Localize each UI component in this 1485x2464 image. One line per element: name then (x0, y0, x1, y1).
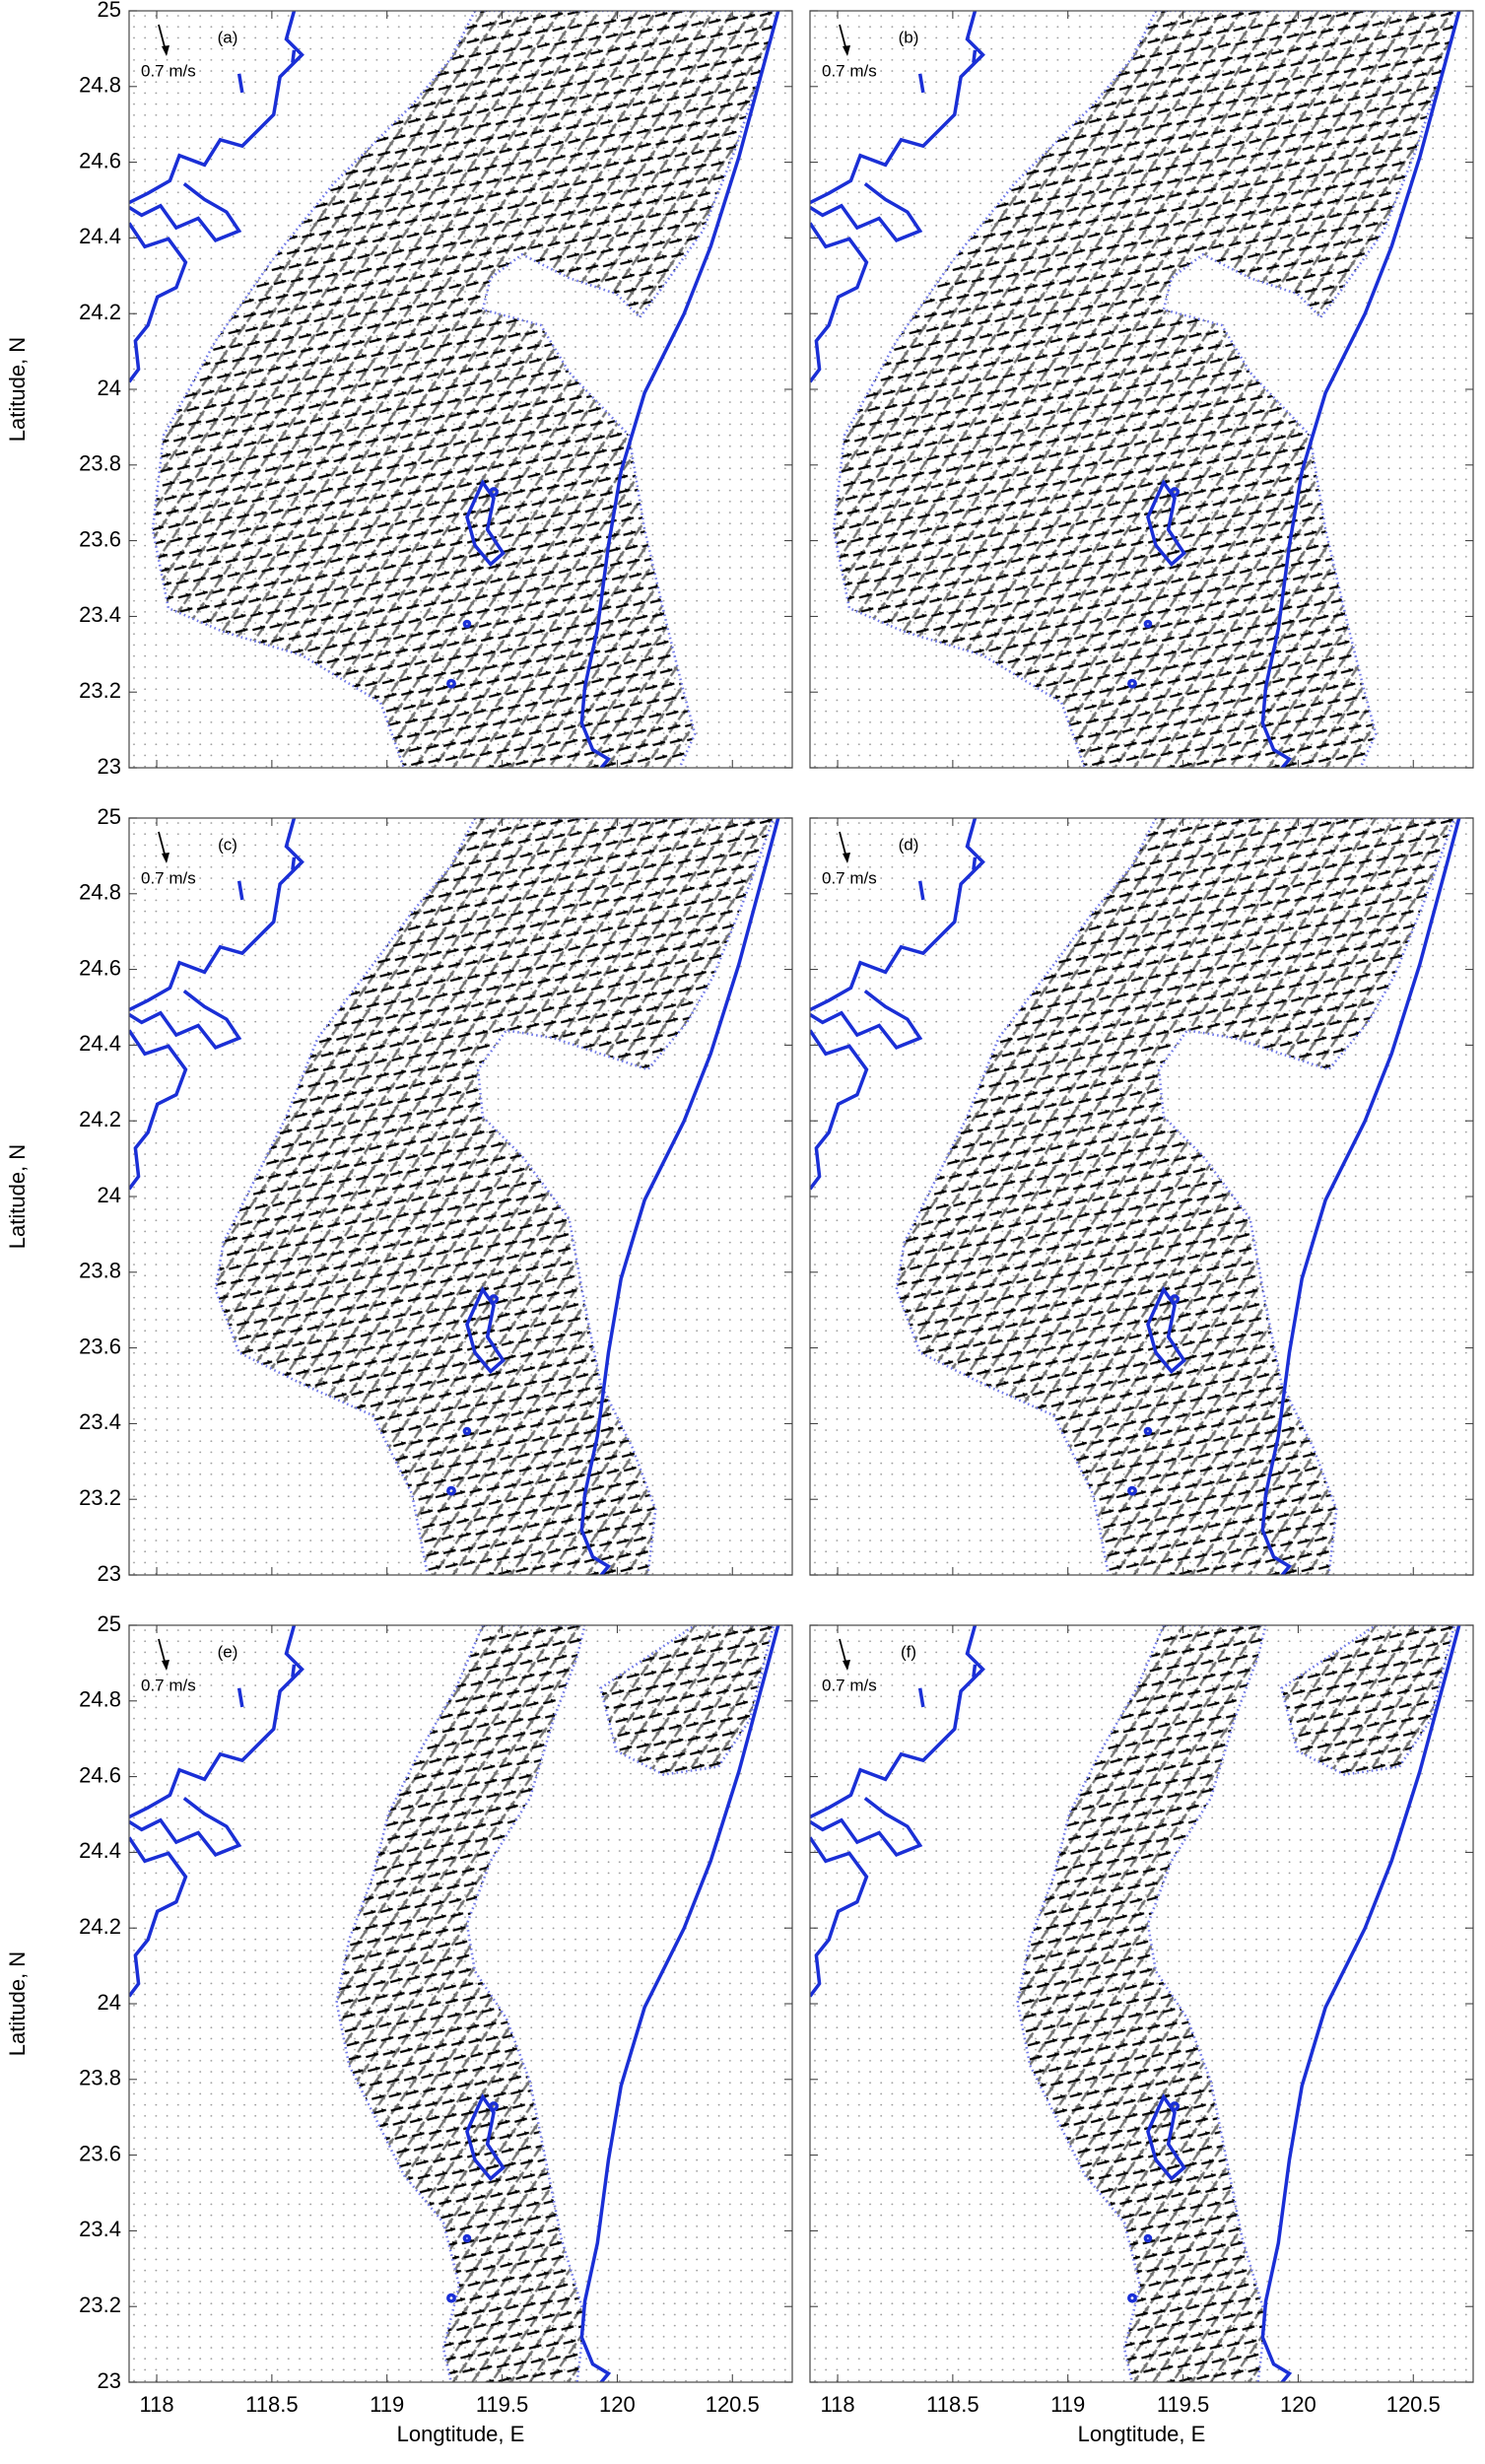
y-tick-label: 25 (98, 804, 121, 829)
y-tick-label: 24.8 (79, 1687, 121, 1712)
y-tick-label: 24.8 (79, 73, 121, 98)
map (810, 1625, 1473, 2382)
y-tick-label: 23.4 (79, 602, 121, 627)
x-tick-label: 118 (140, 2392, 174, 2417)
x-axis-label: Longtitude, E (397, 2422, 525, 2446)
panel: 23 23.2 23.4 23.6 23.8 24 24.2 24.4 24.6 24.8 25 (c… (5, 804, 793, 1586)
x-tick-label: 120.5 (1386, 2392, 1441, 2417)
y-tick-label: 23 (98, 2368, 121, 2393)
scale-arrow-head (843, 1660, 850, 1671)
y-tick-label: 24.2 (79, 300, 121, 324)
y-tick-label: 23.6 (79, 526, 121, 551)
panel-label: (c) (218, 835, 237, 854)
y-tick-label: 23.6 (79, 1334, 121, 1358)
y-tick-label: 23.2 (79, 678, 121, 703)
map (129, 1625, 792, 2382)
panel-label: (d) (899, 835, 919, 854)
y-tick-label: 23.8 (79, 451, 121, 476)
x-tick-label: 119.5 (476, 2392, 528, 2417)
scale-label: 0.7 m/s (141, 868, 196, 887)
x-tick-label: 119 (1050, 2392, 1085, 2417)
y-tick-label: 23.4 (79, 1409, 121, 1434)
y-tick-label: 25 (98, 1611, 121, 1636)
y-tick-label: 24.8 (79, 880, 121, 905)
y-tick-label: 23.8 (79, 1259, 121, 1283)
panel-label: (b) (899, 28, 919, 46)
map (810, 818, 1473, 1575)
y-axis-label: Latitude, N (5, 337, 30, 442)
scale-label: 0.7 m/s (822, 1676, 877, 1694)
x-axis-label: Longtitude, E (1078, 2422, 1206, 2446)
y-tick-label: 24.6 (79, 955, 121, 980)
x-tick-label: 118 (821, 2392, 855, 2417)
y-tick-label: 24.2 (79, 1914, 121, 1939)
y-axis-label: Latitude, N (5, 1951, 30, 2056)
panel: (b) 0.7 m/s (809, 10, 1474, 769)
scale-label: 0.7 m/s (141, 1676, 196, 1694)
y-tick-label: 23 (98, 754, 121, 779)
y-tick-label: 23.4 (79, 2217, 121, 2241)
y-tick-label: 23.2 (79, 1485, 121, 1510)
scale-label: 0.7 m/s (822, 868, 877, 887)
panel-label: (f) (901, 1642, 916, 1661)
y-tick-label: 24.4 (79, 1838, 121, 1863)
scale-arrow-head (162, 1660, 169, 1671)
y-tick-label: 23.8 (79, 2066, 121, 2090)
y-tick-label: 24.6 (79, 1762, 121, 1787)
y-tick-label: 24.4 (79, 224, 121, 248)
x-tick-label: 118.5 (245, 2392, 298, 2417)
panel: (d) 0.7 m/s (809, 817, 1474, 1576)
y-tick-label: 23.6 (79, 2141, 121, 2165)
y-tick-label: 25 (98, 0, 121, 22)
map (810, 11, 1473, 768)
map (129, 11, 792, 768)
x-tick-label: 118.5 (926, 2392, 979, 2417)
scale-arrow-head (843, 45, 850, 56)
panel: 118 118.5 119 119.5 120 120.5 23 23.2 23.4 23.6 23… (5, 1611, 793, 2446)
y-tick-label: 24 (98, 376, 121, 400)
map (129, 818, 792, 1575)
scale-arrow-head (162, 853, 169, 863)
scale-arrow-head (162, 45, 169, 56)
x-tick-label: 120 (1280, 2392, 1316, 2417)
y-tick-label: 24 (98, 1183, 121, 1207)
scale-arrow-head (843, 853, 850, 863)
y-tick-label: 23 (98, 1561, 121, 1586)
y-tick-label: 24.4 (79, 1031, 121, 1056)
panel: 23 23.2 23.4 23.6 23.8 24 24.2 24.4 24.6 24.8 25 (a… (5, 0, 793, 779)
x-tick-label: 119.5 (1157, 2392, 1209, 2417)
y-axis-label: Latitude, N (5, 1144, 30, 1249)
y-tick-label: 24.6 (79, 148, 121, 172)
scale-label: 0.7 m/s (822, 61, 877, 80)
x-tick-label: 120 (599, 2392, 636, 2417)
x-tick-label: 119 (370, 2392, 404, 2417)
scale-label: 0.7 m/s (141, 61, 196, 80)
y-tick-label: 24.2 (79, 1107, 121, 1131)
y-tick-label: 23.2 (79, 2293, 121, 2317)
panel: 118 118.5 119 119.5 120 120.5 (f) 0.7 m/s Longti… (809, 1624, 1474, 2446)
y-tick-label: 24 (98, 1990, 121, 2015)
x-tick-label: 120.5 (706, 2392, 760, 2417)
panel-label: (e) (218, 1642, 238, 1661)
panel-label: (a) (218, 28, 238, 46)
